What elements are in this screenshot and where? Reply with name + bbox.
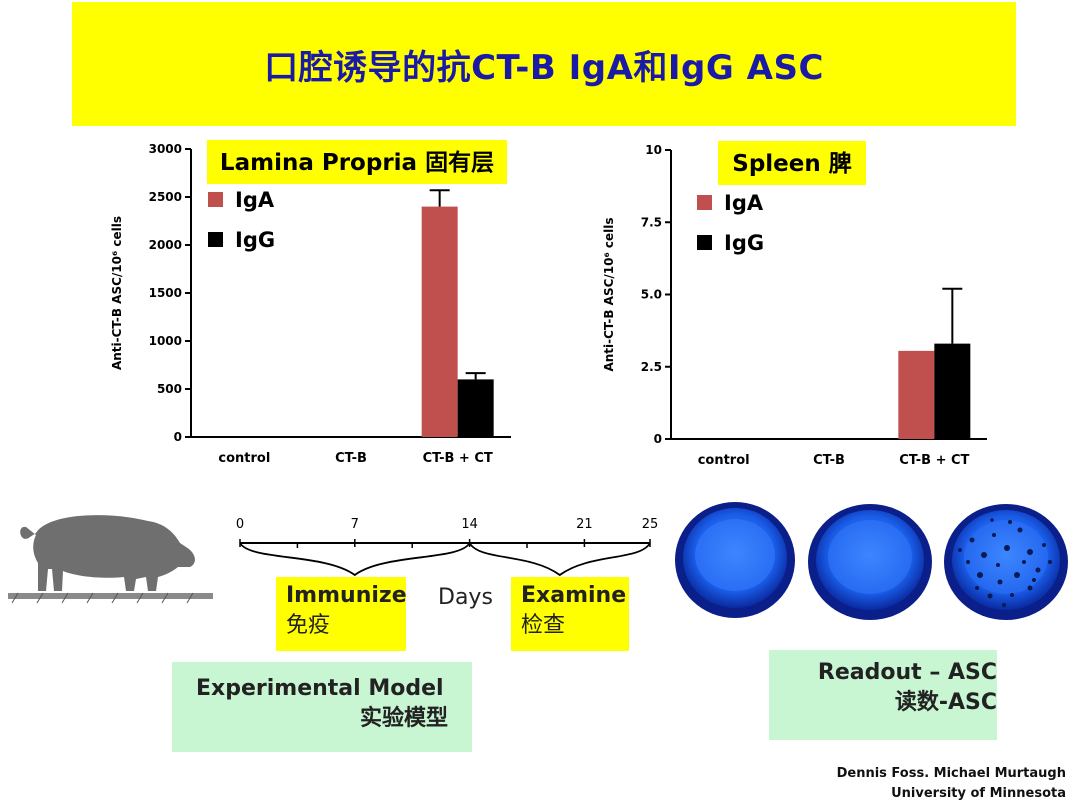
y-tick-label: 1500 <box>149 286 182 300</box>
y-tick-label: 500 <box>157 382 182 396</box>
x-tick-label: CT-B + CT <box>423 451 493 466</box>
y-axis-label: Anti-CT-B ASC/10⁶ cells <box>602 217 616 371</box>
bar-iga <box>898 350 935 439</box>
readout-label-zh: 读数-ASC <box>894 690 997 715</box>
legend-label-igg: IgG <box>235 228 275 252</box>
page-title: 口腔诱导的抗CT-B IgA和IgG ASC <box>264 47 824 88</box>
chart-title-box: Lamina Propria 固有层 <box>207 140 507 184</box>
chart-title: Lamina Propria 固有层 <box>220 149 494 176</box>
immunize-label-zh: 免疫 <box>286 613 331 638</box>
legend-swatch-iga <box>697 195 712 210</box>
spleen-chart: 0 2.5 5.0 7.5 10 Anti-CT-B ASC/10⁶ cells contr… <box>602 141 987 468</box>
credit-line-1: Dennis Foss. Michael Murtaugh <box>836 766 1066 781</box>
experimental-model-label-zh: 实验模型 <box>359 706 448 731</box>
readout-label: Readout – ASC <box>817 660 997 685</box>
experimental-model-label: Experimental Model <box>196 676 444 701</box>
elispot-wells <box>675 502 1068 620</box>
readout-box: Readout – ASC 读数-ASC <box>769 650 997 740</box>
y-tick-label: 10 <box>645 143 662 157</box>
x-tick-label: CT-B + CT <box>899 453 969 468</box>
days-label: Days <box>438 585 493 610</box>
chart-plot: 0 500 1000 1500 2000 2500 3000 Anti-CT-B ASC/10… <box>110 142 511 466</box>
lamina-propria-chart: 0 500 1000 1500 2000 2500 3000 Anti-CT-B ASC/10… <box>110 140 511 466</box>
bar-igg <box>934 343 971 439</box>
y-tick-label: 0 <box>174 430 182 444</box>
title-banner: 口腔诱导的抗CT-B IgA和IgG ASC <box>72 2 1016 126</box>
y-tick-label: 0 <box>654 432 662 446</box>
bar-igg <box>457 379 494 437</box>
legend-label-iga: IgA <box>724 191 764 215</box>
legend-swatch-iga <box>208 192 223 207</box>
immunize-brace <box>239 542 471 577</box>
y-tick-label: 2.5 <box>641 360 662 374</box>
immunize-box: Immunize 免疫 <box>276 577 407 651</box>
legend-swatch-igg <box>208 232 223 247</box>
legend-swatch-igg <box>697 235 712 250</box>
experimental-model-box: Experimental Model 实验模型 <box>172 662 472 752</box>
examine-label: Examine <box>521 583 627 608</box>
x-tick-label: CT-B <box>813 453 845 468</box>
timeline: 0 7 14 21 25 <box>236 517 659 577</box>
immunize-label: Immunize <box>286 583 407 608</box>
y-tick-label: 2000 <box>149 238 182 252</box>
timeline-tick-label: 7 <box>351 517 359 532</box>
chart-title-box: Spleen 脾 <box>718 141 866 185</box>
y-tick-label: 2500 <box>149 190 182 204</box>
x-tick-label: control <box>218 451 270 466</box>
chart-plot: 0 2.5 5.0 7.5 10 Anti-CT-B ASC/10⁶ cells contr… <box>602 143 987 468</box>
examine-brace <box>468 542 651 577</box>
y-tick-label: 1000 <box>149 334 182 348</box>
chart-title: Spleen 脾 <box>732 151 852 177</box>
x-tick-label: CT-B <box>335 451 367 466</box>
credit-line-2: University of Minnesota <box>891 786 1066 801</box>
x-tick-label: control <box>698 453 750 468</box>
legend-label-igg: IgG <box>724 231 764 255</box>
y-tick-label: 7.5 <box>641 215 662 229</box>
examine-label-zh: 检查 <box>521 613 566 638</box>
legend-label-iga: IgA <box>235 188 275 212</box>
well-ctb <box>808 504 932 620</box>
pig-illustration <box>8 515 213 604</box>
y-axis-label: Anti-CT-B ASC/10⁶ cells <box>110 216 124 370</box>
bar-iga <box>421 206 458 437</box>
y-tick-label: 3000 <box>149 142 182 156</box>
well-control <box>675 502 795 618</box>
timeline-tick-label: 0 <box>236 517 244 532</box>
well-ctb-ct <box>944 504 1068 620</box>
timeline-tick-label: 21 <box>576 517 593 532</box>
timeline-tick-label: 25 <box>642 517 659 532</box>
timeline-tick-label: 14 <box>461 517 478 532</box>
y-tick-label: 5.0 <box>641 288 662 302</box>
examine-box: Examine 检查 <box>511 577 629 651</box>
